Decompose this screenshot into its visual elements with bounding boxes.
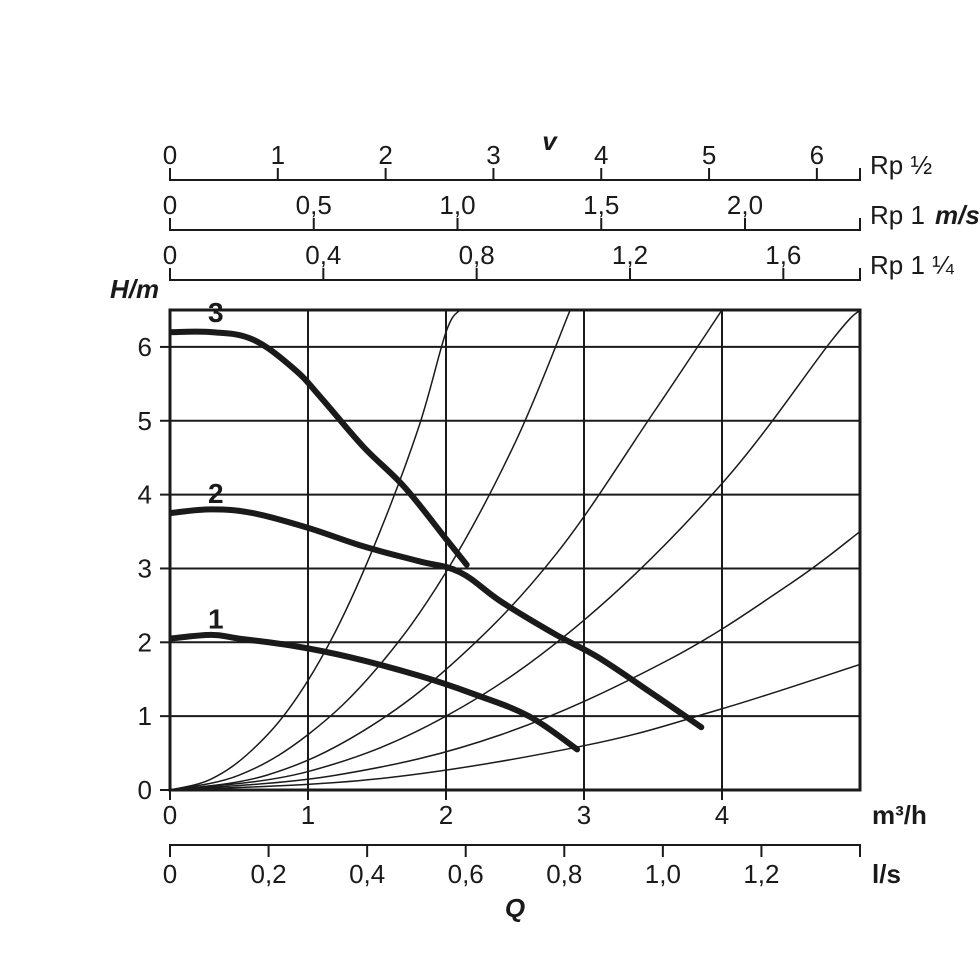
top-tick-label: 2,0 <box>727 190 763 220</box>
x-tick-label: 4 <box>715 800 729 830</box>
pump-curve-label-2: 2 <box>208 478 224 509</box>
top-tick-label: 0,4 <box>305 240 341 270</box>
y-tick-label: 3 <box>138 553 152 583</box>
x-tick-label: 3 <box>577 800 591 830</box>
x2-tick-label: 1,2 <box>743 859 779 889</box>
system-curve-4 <box>170 532 860 790</box>
x-unit-m3h: m³/h <box>872 800 927 830</box>
x-tick-label: 2 <box>439 800 453 830</box>
top-tick-label: 0,5 <box>296 190 332 220</box>
y-tick-label: 5 <box>138 406 152 436</box>
system-curve-3 <box>170 310 860 790</box>
x2-tick-label: 0 <box>163 859 177 889</box>
top-tick-label: 1,0 <box>439 190 475 220</box>
x-tick-label: 0 <box>163 800 177 830</box>
y-tick-label: 0 <box>138 775 152 805</box>
x2-tick-label: 0,4 <box>349 859 385 889</box>
top-tick-label: 0,8 <box>459 240 495 270</box>
top-tick-label: 1,6 <box>765 240 801 270</box>
q-label: Q <box>505 893 525 923</box>
x2-tick-label: 0,6 <box>448 859 484 889</box>
top-tick-label: 0 <box>163 240 177 270</box>
top-tick-label: 0 <box>163 190 177 220</box>
y-tick-label: 6 <box>138 332 152 362</box>
top-tick-label: 6 <box>810 140 824 170</box>
top-scale-2 <box>170 268 860 280</box>
x-tick-label: 1 <box>301 800 315 830</box>
pump-curve-1 <box>170 635 577 749</box>
top-tick-label: 1 <box>271 140 285 170</box>
y-tick-label: 2 <box>138 627 152 657</box>
top-tick-label: 5 <box>702 140 716 170</box>
pump-curve-label-1: 1 <box>208 604 224 635</box>
top-scale-label: Rp 1 <box>870 200 925 230</box>
pump-curve-chart: v 0 1 2 3 4 5 6 Rp ½ 0 0,5 1,0 1,5 2,0 Rp 1 m/s 0 0,4 0,8 1… <box>0 0 980 980</box>
v-label: v <box>542 126 558 156</box>
top-tick-label: 3 <box>486 140 500 170</box>
plot-border <box>170 310 860 790</box>
top-tick-label: 0 <box>163 140 177 170</box>
y-tick-label: 4 <box>138 480 152 510</box>
top-tick-label: 2 <box>378 140 392 170</box>
top-scale-label: Rp 1 ¼ <box>870 250 954 280</box>
y-axis-label: H/m <box>110 274 159 304</box>
system-curve-0 <box>170 310 460 790</box>
top-scale-label: Rp ½ <box>870 150 932 180</box>
x-unit-ls: l/s <box>872 859 901 889</box>
y-tick-label: 1 <box>138 701 152 731</box>
x2-tick-label: 1,0 <box>645 859 681 889</box>
pump-curve-2 <box>170 509 701 727</box>
top-scale-unit: m/s <box>935 200 980 230</box>
x2-tick-label: 0,2 <box>250 859 286 889</box>
top-tick-label: 1,2 <box>612 240 648 270</box>
pump-curve-label-3: 3 <box>208 297 224 328</box>
x2-tick-label: 0,8 <box>546 859 582 889</box>
top-tick-label: 1,5 <box>583 190 619 220</box>
top-tick-label: 4 <box>594 140 608 170</box>
x2-axis-line <box>170 845 860 857</box>
